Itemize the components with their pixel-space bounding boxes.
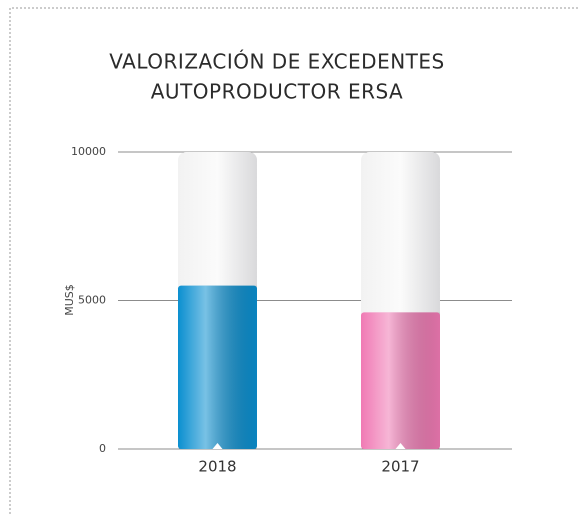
bar-shine [178,285,257,449]
y-tick-label: 0 [99,442,106,455]
bar-notch [395,443,406,449]
y-axis-label: MUS$ [63,284,76,316]
chart-title: AUTOPRODUCTOR ERSA [151,80,403,104]
x-tick-label: 2018 [198,458,236,476]
y-tick-label: 10000 [71,145,106,158]
bar-shine [361,312,440,449]
chart-title: VALORIZACIÓN DE EXCEDENTES [109,50,444,74]
frame [9,7,578,514]
y-tick-label: 5000 [78,294,106,307]
x-tick-label: 2017 [381,458,419,476]
bar-notch [212,443,223,449]
